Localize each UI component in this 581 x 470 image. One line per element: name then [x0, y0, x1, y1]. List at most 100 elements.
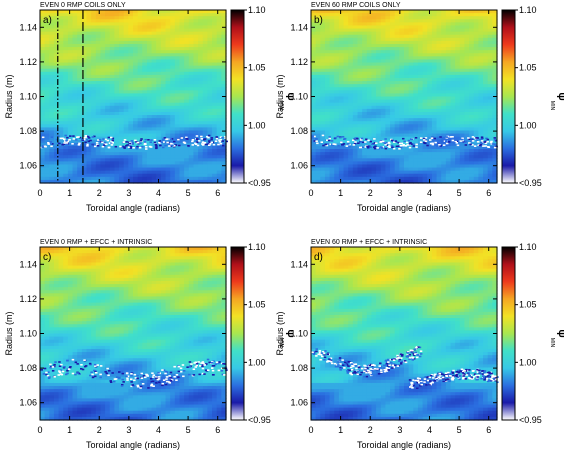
x-tick-label: 2: [368, 425, 373, 435]
colorbar-tick-label: 1.00: [519, 120, 537, 130]
y-tick-label: 1.06: [19, 398, 37, 408]
colorbar-tick-label: <0.95: [519, 178, 542, 188]
y-tick-label: 1.14: [19, 259, 37, 269]
x-tick-label: 0: [308, 188, 313, 198]
x-tick-label: 1: [338, 425, 343, 435]
colorbar-tick-label: 1.05: [519, 300, 537, 310]
panel-title: EVEN 0 RMP + EFCC + INTRINSIC: [40, 239, 152, 246]
colorbar-tick-label: 1.05: [248, 300, 266, 310]
heatmap-field: [311, 10, 498, 184]
colorbar-tick-label: <0.95: [519, 415, 542, 425]
colorbar-subscript: MIN: [549, 338, 555, 348]
panel-letter: c): [43, 252, 51, 263]
colorbar-tick-label: 1.10: [519, 5, 537, 15]
panel-letter: a): [43, 15, 52, 26]
y-tick-label: 1.14: [19, 22, 37, 32]
panel-a: EVEN 0 RMP COILS ONLY a) 0 1 2 3 4 5 6 1.06 1.08 1.…: [4, 2, 294, 213]
y-tick-label: 1.08: [19, 126, 37, 136]
colorbar-title: Ψ: [283, 329, 294, 337]
heatmap-field: [40, 10, 227, 184]
y-axis-label: Radius (m): [275, 311, 285, 355]
x-tick-label: 4: [156, 425, 161, 435]
x-tick-label: 0: [308, 425, 313, 435]
x-tick-label: 0: [37, 188, 42, 198]
colorbar-tick-label: 1.10: [248, 242, 266, 252]
x-axis-label: Toroidal angle (radians): [357, 440, 451, 450]
x-axis-label: Toroidal angle (radians): [86, 440, 180, 450]
y-tick-label: 1.14: [290, 259, 308, 269]
x-tick-label: 1: [338, 188, 343, 198]
colorbar-tick-label: 1.05: [519, 63, 537, 73]
colorbar-tick-label: <0.95: [248, 178, 271, 188]
x-tick-label: 3: [126, 188, 131, 198]
heatmap-field: [311, 247, 498, 421]
x-tick-label: 3: [397, 188, 402, 198]
y-tick-label: 1.12: [290, 294, 308, 304]
y-tick-label: 1.12: [290, 57, 308, 67]
x-axis-label: Toroidal angle (radians): [86, 203, 180, 213]
colorbar-bar: [501, 246, 516, 421]
y-tick-label: 1.06: [290, 161, 308, 171]
x-tick-label: 4: [427, 188, 432, 198]
y-axis-label: Radius (m): [4, 311, 14, 355]
colorbar-tick-label: <0.95: [248, 415, 271, 425]
scatter-band: [40, 134, 228, 150]
panel-title: EVEN 0 RMP COILS ONLY: [40, 2, 126, 9]
scatter-band: [311, 134, 498, 150]
panel-letter: b): [314, 15, 323, 26]
y-axis-label: Radius (m): [275, 74, 285, 118]
x-tick-label: 5: [457, 188, 462, 198]
colorbar-title: Ψ: [283, 92, 294, 100]
y-tick-label: 1.10: [290, 329, 308, 339]
x-tick-label: 5: [457, 425, 462, 435]
x-tick-label: 3: [397, 425, 402, 435]
panel-c: EVEN 0 RMP + EFCC + INTRINSIC c) 0 1 2 3 4 5 6 1.…: [4, 239, 294, 450]
colorbar-tick-label: 1.10: [519, 242, 537, 252]
y-axis-label: Radius (m): [4, 74, 14, 118]
x-tick-label: 5: [186, 188, 191, 198]
colorbar-bar: [230, 9, 245, 184]
colorbar-tick-label: 1.00: [248, 357, 266, 367]
colorbar-tick-label: 1.05: [248, 63, 266, 73]
x-tick-label: 6: [215, 188, 220, 198]
colorbar-subscript: MIN: [278, 101, 284, 111]
y-tick-label: 1.10: [19, 92, 37, 102]
y-tick-label: 1.06: [19, 161, 37, 171]
x-tick-label: 2: [368, 188, 373, 198]
scatter-band: [40, 358, 229, 389]
x-tick-label: 2: [97, 425, 102, 435]
colorbar-title: Ψ: [554, 329, 565, 337]
x-tick-label: 6: [486, 188, 491, 198]
y-tick-label: 1.06: [290, 398, 308, 408]
colorbar-tick-label: 1.00: [519, 357, 537, 367]
colorbar-bar: [230, 246, 245, 421]
y-tick-label: 1.14: [290, 22, 308, 32]
x-tick-label: 1: [67, 425, 72, 435]
y-tick-label: 1.08: [290, 126, 308, 136]
panel-b: EVEN 60 RMP COILS ONLY b) 0 1 2 3 4 5 6 1.06 1.08 1…: [275, 2, 565, 213]
x-tick-label: 2: [97, 188, 102, 198]
colorbar-subscript: MIN: [278, 338, 284, 348]
x-tick-label: 1: [67, 188, 72, 198]
colorbar-tick-label: 1.10: [248, 5, 266, 15]
heatmap-field: [40, 247, 227, 421]
panel-title: EVEN 60 RMP + EFCC + INTRINSIC: [311, 239, 427, 246]
colorbar-subscript: MIN: [549, 101, 555, 111]
colorbar-title: Ψ: [554, 92, 565, 100]
x-tick-label: 4: [156, 188, 161, 198]
x-tick-label: 0: [37, 425, 42, 435]
x-tick-label: 5: [186, 425, 191, 435]
y-tick-label: 1.10: [290, 92, 308, 102]
panel-letter: d): [314, 252, 323, 263]
y-tick-label: 1.12: [19, 57, 37, 67]
panel-title: EVEN 60 RMP COILS ONLY: [311, 2, 401, 9]
y-tick-label: 1.08: [290, 363, 308, 373]
x-tick-label: 3: [126, 425, 131, 435]
y-tick-label: 1.10: [19, 329, 37, 339]
